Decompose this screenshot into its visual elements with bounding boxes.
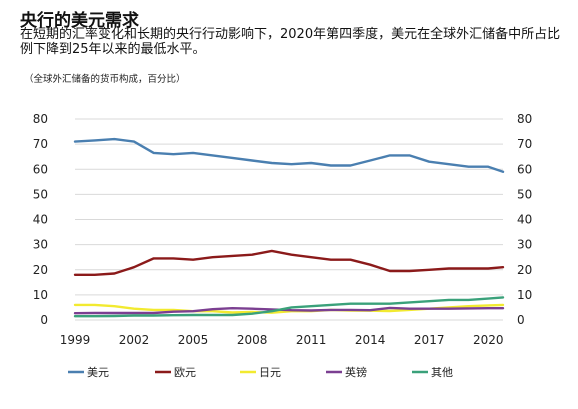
legend-label-3: 日元 (259, 366, 281, 379)
y-tick-label-left-30: 30 (33, 238, 48, 252)
x-tick-label-1999: 1999 (60, 333, 91, 347)
chart-note: （全球外汇储备的货币构成，百分比） (24, 74, 186, 85)
y-tick-label-right-50: 50 (517, 187, 532, 201)
y-tick-label-right-10: 10 (517, 288, 532, 302)
y-tick-label-right-80: 80 (517, 112, 532, 126)
series-line-2 (73, 249, 505, 276)
x-tick-label-2008: 2008 (237, 333, 268, 347)
y-tick-label-right-0: 0 (517, 313, 525, 327)
x-tick-label-2014: 2014 (355, 333, 386, 347)
legend-label-4: 英镑 (345, 365, 367, 379)
y-tick-label-left-40: 40 (33, 213, 48, 227)
y-tick-label-left-60: 60 (33, 162, 48, 176)
x-tick-label-2002: 2002 (119, 333, 150, 347)
legend-label-1: 美元 (87, 366, 109, 379)
x-tick-label-2017: 2017 (414, 333, 445, 347)
x-tick-label-2011: 2011 (296, 333, 327, 347)
series-line-1 (73, 137, 505, 174)
x-tick-label-2005: 2005 (178, 333, 209, 347)
x-tick-label-2020: 2020 (473, 333, 504, 347)
series-line-4 (73, 306, 505, 315)
y-tick-label-left-70: 70 (33, 137, 48, 151)
y-tick-label-right-60: 60 (517, 162, 532, 176)
y-tick-label-left-20: 20 (33, 263, 48, 277)
y-tick-label-left-50: 50 (33, 187, 48, 201)
y-tick-label-right-40: 40 (517, 213, 532, 227)
chart-subtitle: 在短期的汇率变化和长期的央行行动影响下，2020年第四季度，美元在全球外汇储备中… (20, 27, 561, 57)
y-tick-label-right-20: 20 (517, 263, 532, 277)
y-tick-label-left-80: 80 (33, 112, 48, 126)
chart-title: 央行的美元需求 (20, 11, 139, 31)
legend-label-2: 欧元 (174, 366, 196, 379)
y-tick-label-right-30: 30 (517, 238, 532, 252)
series-line-5 (73, 296, 505, 318)
y-tick-label-left-0: 0 (40, 313, 48, 327)
y-tick-label-left-10: 10 (33, 288, 48, 302)
legend-label-5: 其他 (431, 366, 453, 379)
y-tick-label-right-70: 70 (517, 137, 532, 151)
